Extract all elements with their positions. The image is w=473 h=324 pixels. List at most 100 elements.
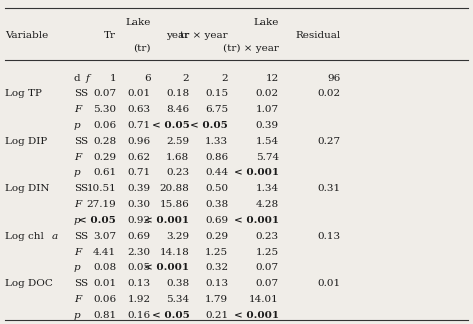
Text: 1.33: 1.33 [205,137,228,146]
Text: 0.61: 0.61 [93,168,116,178]
Text: 0.44: 0.44 [205,168,228,178]
Text: SS: SS [74,232,88,241]
Text: SS: SS [74,184,88,193]
Text: SS: SS [74,279,88,288]
Text: 0.07: 0.07 [93,89,116,98]
Text: 6.75: 6.75 [205,105,228,114]
Text: 1.07: 1.07 [256,105,279,114]
Text: p: p [74,168,80,178]
Text: 0.05: 0.05 [128,263,151,272]
Text: 0.63: 0.63 [128,105,151,114]
Text: 5.34: 5.34 [166,295,189,304]
Text: 0.21: 0.21 [205,311,228,320]
Text: 8.46: 8.46 [166,105,189,114]
Text: 1.54: 1.54 [256,137,279,146]
Text: 0.71: 0.71 [128,121,151,130]
Text: 0.01: 0.01 [128,89,151,98]
Text: 0.16: 0.16 [128,311,151,320]
Text: 3.07: 3.07 [93,232,116,241]
Text: d: d [74,74,80,83]
Text: year: year [166,31,189,40]
Text: 0.50: 0.50 [205,184,228,193]
Text: Log DIP: Log DIP [5,137,48,146]
Text: 0.06: 0.06 [93,295,116,304]
Text: 0.38: 0.38 [166,279,189,288]
Text: Variable: Variable [5,31,49,40]
Text: F: F [74,295,81,304]
Text: 0.86: 0.86 [205,153,228,162]
Text: 0.23: 0.23 [166,168,189,178]
Text: 0.62: 0.62 [128,153,151,162]
Text: 3.29: 3.29 [166,232,189,241]
Text: 0.02: 0.02 [256,89,279,98]
Text: 2.30: 2.30 [128,248,151,257]
Text: 20.88: 20.88 [159,184,189,193]
Text: 0.31: 0.31 [317,184,340,193]
Text: f: f [86,74,89,83]
Text: 0.30: 0.30 [128,200,151,209]
Text: Log DOC: Log DOC [5,279,53,288]
Text: Log TP: Log TP [5,89,42,98]
Text: Residual: Residual [295,31,340,40]
Text: Lake: Lake [254,18,279,27]
Text: (tr) × year: (tr) × year [223,44,279,53]
Text: a: a [52,232,58,241]
Text: < 0.001: < 0.001 [234,168,279,178]
Text: 5.30: 5.30 [93,105,116,114]
Text: 15.86: 15.86 [159,200,189,209]
Text: < 0.001: < 0.001 [144,216,189,225]
Text: 0.18: 0.18 [166,89,189,98]
Text: 1.25: 1.25 [256,248,279,257]
Text: < 0.05: < 0.05 [79,216,116,225]
Text: (tr): (tr) [133,44,151,53]
Text: tr × year: tr × year [180,31,228,40]
Text: 0.32: 0.32 [205,263,228,272]
Text: 12: 12 [266,74,279,83]
Text: 0.06: 0.06 [93,121,116,130]
Text: 0.96: 0.96 [128,137,151,146]
Text: 4.41: 4.41 [93,248,116,257]
Text: 96: 96 [327,74,340,83]
Text: Lake: Lake [125,18,151,27]
Text: 6: 6 [144,74,151,83]
Text: 0.01: 0.01 [317,279,340,288]
Text: 0.01: 0.01 [93,279,116,288]
Text: 0.07: 0.07 [256,263,279,272]
Text: 0.27: 0.27 [317,137,340,146]
Text: 0.13: 0.13 [317,232,340,241]
Text: SS: SS [74,137,88,146]
Text: F: F [74,105,81,114]
Text: 0.23: 0.23 [256,232,279,241]
Text: Tr: Tr [104,31,116,40]
Text: 10.51: 10.51 [87,184,116,193]
Text: < 0.05: < 0.05 [151,121,189,130]
Text: 0.71: 0.71 [128,168,151,178]
Text: 14.18: 14.18 [159,248,189,257]
Text: 0.92: 0.92 [128,216,151,225]
Text: p: p [74,121,80,130]
Text: 0.69: 0.69 [205,216,228,225]
Text: 4.28: 4.28 [256,200,279,209]
Text: 0.69: 0.69 [128,232,151,241]
Text: < 0.05: < 0.05 [151,311,189,320]
Text: p: p [74,311,80,320]
Text: 1.68: 1.68 [166,153,189,162]
Text: F: F [74,248,81,257]
Text: F: F [74,200,81,209]
Text: < 0.001: < 0.001 [234,311,279,320]
Text: 1.92: 1.92 [128,295,151,304]
Text: 1.79: 1.79 [205,295,228,304]
Text: 1.25: 1.25 [205,248,228,257]
Text: 0.07: 0.07 [256,279,279,288]
Text: 0.15: 0.15 [205,89,228,98]
Text: 27.19: 27.19 [87,200,116,209]
Text: < 0.05: < 0.05 [190,121,228,130]
Text: 5.74: 5.74 [256,153,279,162]
Text: < 0.001: < 0.001 [144,263,189,272]
Text: 2: 2 [183,74,189,83]
Text: SS: SS [74,89,88,98]
Text: 0.08: 0.08 [93,263,116,272]
Text: 0.02: 0.02 [317,89,340,98]
Text: 0.13: 0.13 [128,279,151,288]
Text: 0.29: 0.29 [205,232,228,241]
